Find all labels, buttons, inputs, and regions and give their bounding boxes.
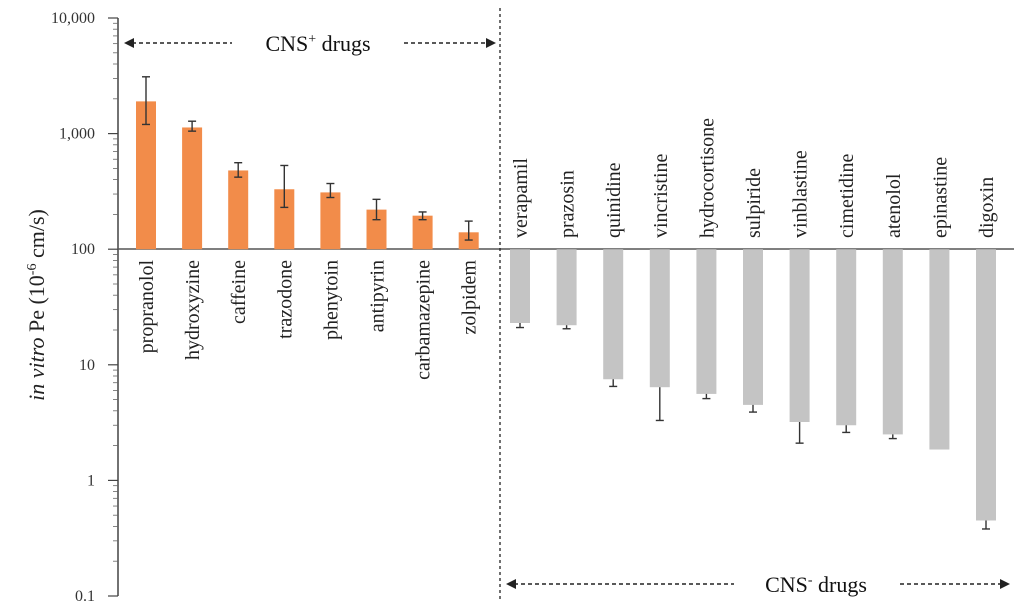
bar-atenolol — [882, 249, 903, 435]
category-label-hydrocortisone: hydrocortisone — [696, 118, 718, 238]
bar-carbamazepine — [412, 215, 433, 250]
category-label-vincristine: vincristine — [650, 153, 672, 238]
category-label-digoxin: digoxin — [976, 177, 998, 238]
category-label-atenolol: atenolol — [883, 173, 905, 238]
category-label-propranolol: propranolol — [136, 260, 158, 354]
category-label-cimetidine: cimetidine — [836, 153, 858, 238]
category-label-carbamazepine: carbamazepine — [413, 260, 435, 380]
error-bars — [142, 76, 990, 530]
category-label-zolpidem: zolpidem — [459, 260, 481, 335]
category-label-hydroxyzine: hydroxyzine — [182, 260, 204, 360]
bar-hydrocortisone — [696, 249, 717, 394]
category-label-verapamil: verapamil — [510, 158, 532, 238]
category-label-caffeine: caffeine — [228, 260, 250, 324]
category-label-trazodone: trazodone — [274, 260, 296, 339]
bar-trazodone — [274, 189, 295, 250]
arrowhead-right — [1000, 579, 1010, 589]
group-label-text: CNS+ drugs — [265, 31, 370, 56]
category-label-vinblastine: vinblastine — [790, 150, 812, 238]
bar-quinidine — [603, 249, 624, 380]
bar-zolpidem — [458, 232, 479, 250]
category-label-antipyrin: antipyrin — [367, 260, 389, 332]
y-tick-label: 100 — [71, 241, 95, 258]
y-axis-title: in vitro Pe (10-6 cm/s) — [24, 209, 49, 401]
arrowhead-left — [124, 38, 134, 48]
arrowhead-left — [506, 579, 516, 589]
arrowhead-right — [486, 38, 496, 48]
group-label-text: CNS- drugs — [765, 572, 867, 597]
bar-digoxin — [976, 249, 996, 521]
bar-hydroxyzine — [182, 127, 203, 250]
bar-phenytoin — [320, 192, 341, 250]
bar-epinastine — [929, 249, 950, 450]
category-label-epinastine: epinastine — [929, 157, 951, 238]
y-ticks: 0.1 1 10 100 1,000 10,000 — [51, 10, 118, 605]
y-tick-label: 1,000 — [59, 126, 95, 143]
group-label-cns-plus: CNS+ drugs — [124, 31, 496, 56]
y-tick-label: 10,000 — [51, 10, 95, 27]
bar-cimetidine — [836, 249, 857, 426]
category-label-quinidine: quinidine — [603, 162, 625, 238]
bar-prazosin — [556, 249, 577, 326]
bar-vinblastine — [789, 249, 810, 423]
bar-antipyrin — [366, 209, 387, 250]
bar-vincristine — [649, 249, 670, 388]
bar-sulpiride — [743, 249, 763, 405]
category-label-prazosin: prazosin — [557, 170, 579, 238]
y-tick-label: 1 — [87, 472, 95, 489]
bar-propranolol — [136, 101, 156, 250]
y-tick-label: 10 — [79, 357, 95, 374]
category-labels: propranolol hydroxyzine caffeine trazodone p… — [136, 118, 998, 380]
category-label-sulpiride: sulpiride — [743, 168, 765, 238]
bar-caffeine — [228, 170, 249, 250]
group-label-cns-minus: CNS- drugs — [506, 572, 1010, 597]
bars — [136, 101, 996, 521]
y-tick-label: 0.1 — [75, 588, 95, 605]
bar-verapamil — [510, 249, 530, 323]
category-label-phenytoin: phenytoin — [320, 260, 342, 340]
plot-area: 0.1 1 10 100 1,000 10,000 propranolol hydroxyz… — [51, 8, 1014, 605]
